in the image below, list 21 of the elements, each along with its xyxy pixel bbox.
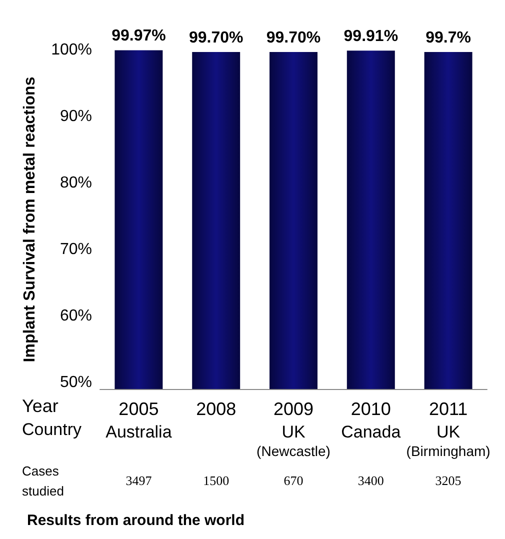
data-label: 99.70% [266, 29, 321, 46]
x-tick-label: 2011 UK (Birmingham) 3205 [406, 399, 490, 488]
text: Year [22, 396, 58, 416]
data-label: 99.97% [112, 28, 166, 45]
x-tick-label: 2009 UK (Newcastle) 670 [256, 399, 330, 488]
y-tick-label: 90% [60, 108, 92, 125]
y-tick-label: 70% [60, 240, 92, 258]
text: Country [22, 420, 82, 439]
data-label: 99.91% [344, 28, 398, 46]
data-label: 99.70% [188, 29, 244, 46]
category-label: 2008 1500 [196, 399, 236, 488]
category-label: 2010 Canada 3400 [341, 399, 401, 488]
data-label: 99.7% [426, 29, 471, 46]
category-label: 2005 Australia 3497 [106, 399, 172, 488]
y-tick-label: 80% [60, 174, 92, 192]
y-axis-title: Implant Survival from metal reactions [22, 76, 38, 362]
text: Cases studied [22, 464, 64, 498]
y-tick-label: 60% [60, 307, 92, 324]
y-tick-label: 50% [60, 374, 92, 391]
y-tick-label: 100% [51, 42, 92, 58]
x-axis-title: Results from around the world [27, 512, 245, 529]
